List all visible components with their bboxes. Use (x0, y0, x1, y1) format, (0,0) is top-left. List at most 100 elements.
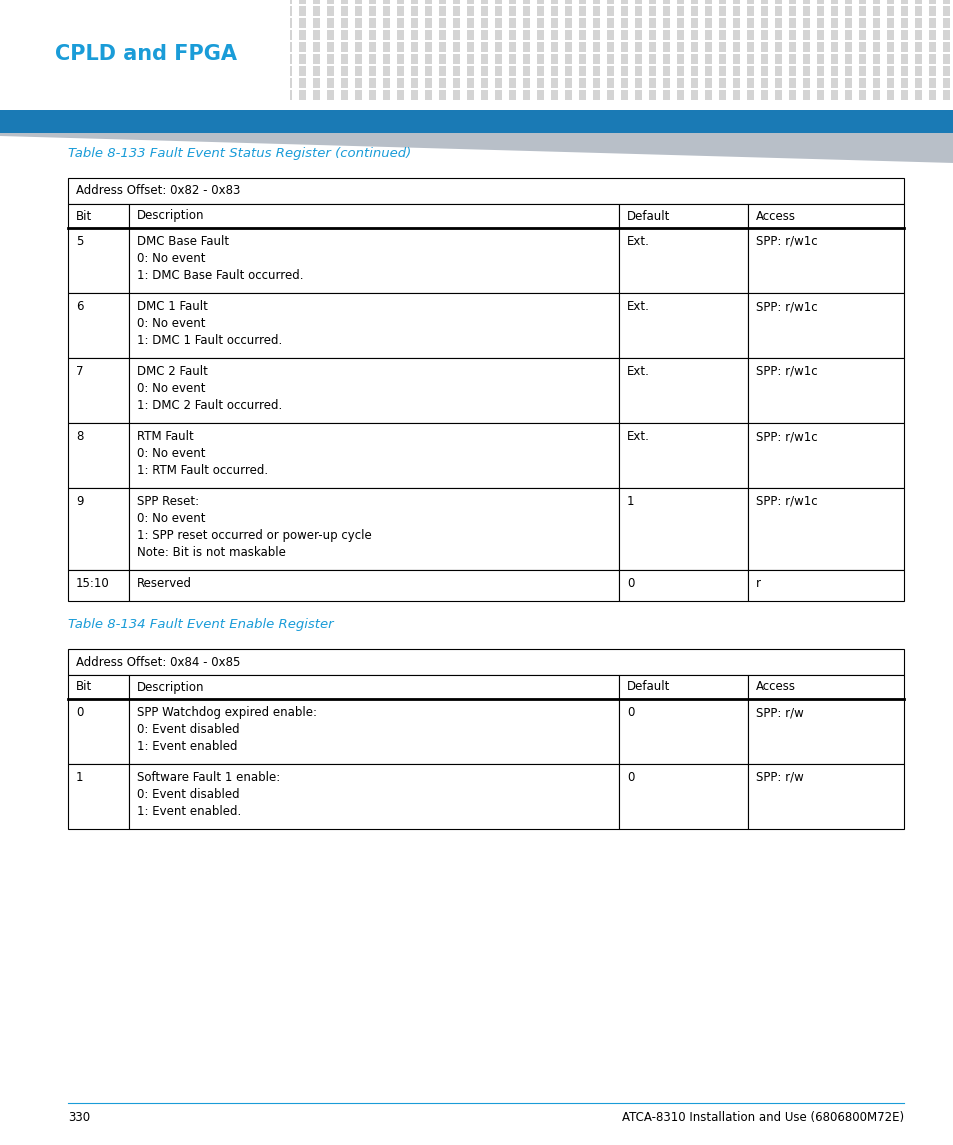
Bar (662, 30, 669, 40)
Bar (830, 18, 837, 27)
Text: SPP: r/w1c: SPP: r/w1c (755, 431, 817, 443)
Bar (5, 90, 12, 100)
Bar (285, 6, 292, 16)
Bar (858, 6, 865, 16)
Bar (313, 42, 319, 52)
Bar (788, 30, 795, 40)
Bar (747, 204, 903, 228)
Text: DMC Base Fault: DMC Base Fault (137, 235, 229, 248)
Bar (732, 90, 740, 100)
Text: 0: No event: 0: No event (137, 512, 205, 526)
Bar (129, 423, 618, 488)
Bar (802, 18, 809, 27)
Bar (788, 54, 795, 64)
Bar (355, 30, 361, 40)
Bar (620, 6, 627, 16)
Bar (872, 30, 879, 40)
Bar (690, 18, 698, 27)
Bar (802, 30, 809, 40)
Bar (89, 54, 96, 64)
Text: SPP: r/w1c: SPP: r/w1c (755, 235, 817, 248)
Bar (313, 78, 319, 88)
Bar (355, 0, 361, 3)
Bar (411, 90, 417, 100)
Bar (760, 0, 767, 3)
Bar (467, 66, 474, 76)
Bar (551, 54, 558, 64)
Bar (606, 54, 614, 64)
Bar (201, 78, 208, 88)
Text: 1: SPP reset occurred or power-up cycle: 1: SPP reset occurred or power-up cycle (137, 529, 372, 542)
Bar (886, 0, 893, 3)
Text: SPP: r/w: SPP: r/w (755, 706, 803, 719)
Text: 1: Event enabled: 1: Event enabled (137, 740, 237, 753)
Bar (103, 78, 110, 88)
Bar (704, 66, 711, 76)
Bar (103, 66, 110, 76)
Bar (75, 30, 82, 40)
Bar (858, 90, 865, 100)
Bar (5, 66, 12, 76)
Bar (774, 42, 781, 52)
Bar (719, 78, 725, 88)
Bar (872, 66, 879, 76)
Bar (19, 42, 26, 52)
Bar (131, 0, 138, 3)
Bar (243, 54, 250, 64)
Bar (271, 30, 277, 40)
Bar (89, 30, 96, 40)
Bar (830, 78, 837, 88)
Bar (635, 6, 641, 16)
Text: 0: Event disabled: 0: Event disabled (137, 722, 239, 736)
Bar (872, 0, 879, 3)
Bar (719, 30, 725, 40)
Bar (187, 30, 193, 40)
Bar (816, 18, 823, 27)
Bar (480, 0, 488, 3)
Bar (19, 54, 26, 64)
Bar (732, 6, 740, 16)
Bar (201, 54, 208, 64)
Bar (424, 18, 432, 27)
Bar (732, 66, 740, 76)
Bar (129, 358, 618, 423)
Bar (551, 78, 558, 88)
Bar (802, 42, 809, 52)
Bar (732, 0, 740, 3)
Bar (424, 6, 432, 16)
Bar (382, 6, 390, 16)
Bar (145, 30, 152, 40)
Bar (229, 78, 235, 88)
Text: CPLD and FPGA: CPLD and FPGA (55, 44, 236, 64)
Bar (129, 570, 618, 601)
Bar (47, 0, 54, 3)
Bar (117, 90, 124, 100)
Bar (68, 676, 129, 698)
Bar (467, 42, 474, 52)
Bar (411, 42, 417, 52)
Bar (285, 90, 292, 100)
Bar (214, 18, 222, 27)
Bar (578, 0, 585, 3)
Text: 7: 7 (76, 365, 84, 378)
Bar (214, 66, 222, 76)
Bar (635, 0, 641, 3)
Bar (68, 423, 129, 488)
Bar (746, 6, 753, 16)
Text: 9: 9 (76, 495, 84, 508)
Bar (872, 42, 879, 52)
Bar (690, 6, 698, 16)
Bar (256, 30, 264, 40)
Bar (117, 18, 124, 27)
Bar (340, 42, 348, 52)
Bar (229, 90, 235, 100)
Bar (131, 18, 138, 27)
Bar (369, 78, 375, 88)
Bar (593, 66, 599, 76)
Text: SPP: r/w: SPP: r/w (755, 771, 803, 784)
Bar (33, 78, 40, 88)
Bar (914, 54, 921, 64)
Bar (914, 90, 921, 100)
Bar (424, 54, 432, 64)
Bar (606, 30, 614, 40)
